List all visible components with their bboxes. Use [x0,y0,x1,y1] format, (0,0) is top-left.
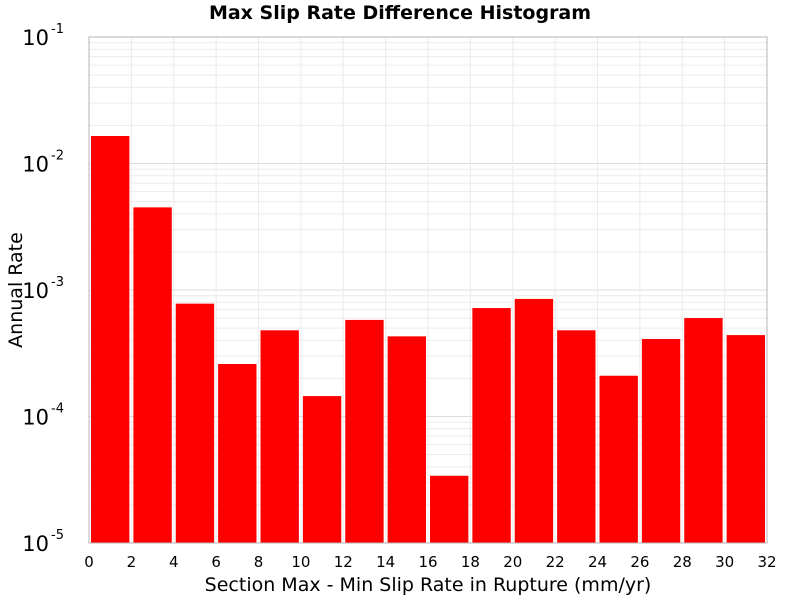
x-tick-label: 2 [127,553,137,571]
x-tick-label: 14 [376,553,395,571]
x-tick-label: 8 [254,553,264,571]
x-tick-label: 18 [461,553,480,571]
bar [302,396,342,543]
x-tick-label: 30 [715,553,734,571]
x-tick-label: 22 [546,553,565,571]
bar [557,330,596,543]
x-tick-label: 24 [588,553,607,571]
x-tick-label: 26 [630,553,649,571]
y-tick-exponent: -2 [51,149,64,164]
x-tick-label: 0 [84,553,94,571]
y-ticks: 10-510-410-310-210-1 [22,22,64,556]
y-tick-label: 10 [22,26,49,50]
x-ticks: 0 2 4 6 8 10 12 14 16 18 20 22 24 26 28 30 32 [84,553,776,571]
bar [387,336,426,543]
y-tick-exponent: -1 [51,22,64,37]
x-tick-label: 28 [673,553,692,571]
bar [641,338,681,543]
bar [599,375,638,543]
bar [345,319,384,543]
bar [726,335,765,543]
chart-title: Max Slip Rate Difference Histogram [208,2,592,24]
bar [133,207,172,543]
x-tick-label: 16 [418,553,437,571]
x-tick-label: 4 [169,553,179,571]
bar [684,318,723,543]
x-tick-label: 12 [334,553,353,571]
y-tick-exponent: -5 [51,528,64,543]
bar [472,308,511,543]
bar [260,330,299,543]
x-axis-label: Section Max - Min Slip Rate in Rupture (… [205,574,652,596]
plot-frame [88,36,768,544]
y-tick-label: 10 [22,153,49,177]
bar [91,135,130,543]
y-tick-label: 10 [22,406,49,430]
bar [514,298,554,543]
x-tick-label: 6 [211,553,221,571]
bar [175,303,215,543]
bar [430,475,469,543]
x-tick-label: 10 [291,553,310,571]
y-tick-label: 10 [22,532,49,556]
y-tick-exponent: -3 [51,275,64,290]
bar [218,364,257,543]
y-axis-label: Annual Rate [5,232,27,348]
y-tick-exponent: -4 [51,402,64,417]
x-tick-label: 20 [503,553,522,571]
x-tick-label: 32 [757,553,776,571]
bars [91,135,765,543]
y-tick-label: 10 [22,279,49,303]
